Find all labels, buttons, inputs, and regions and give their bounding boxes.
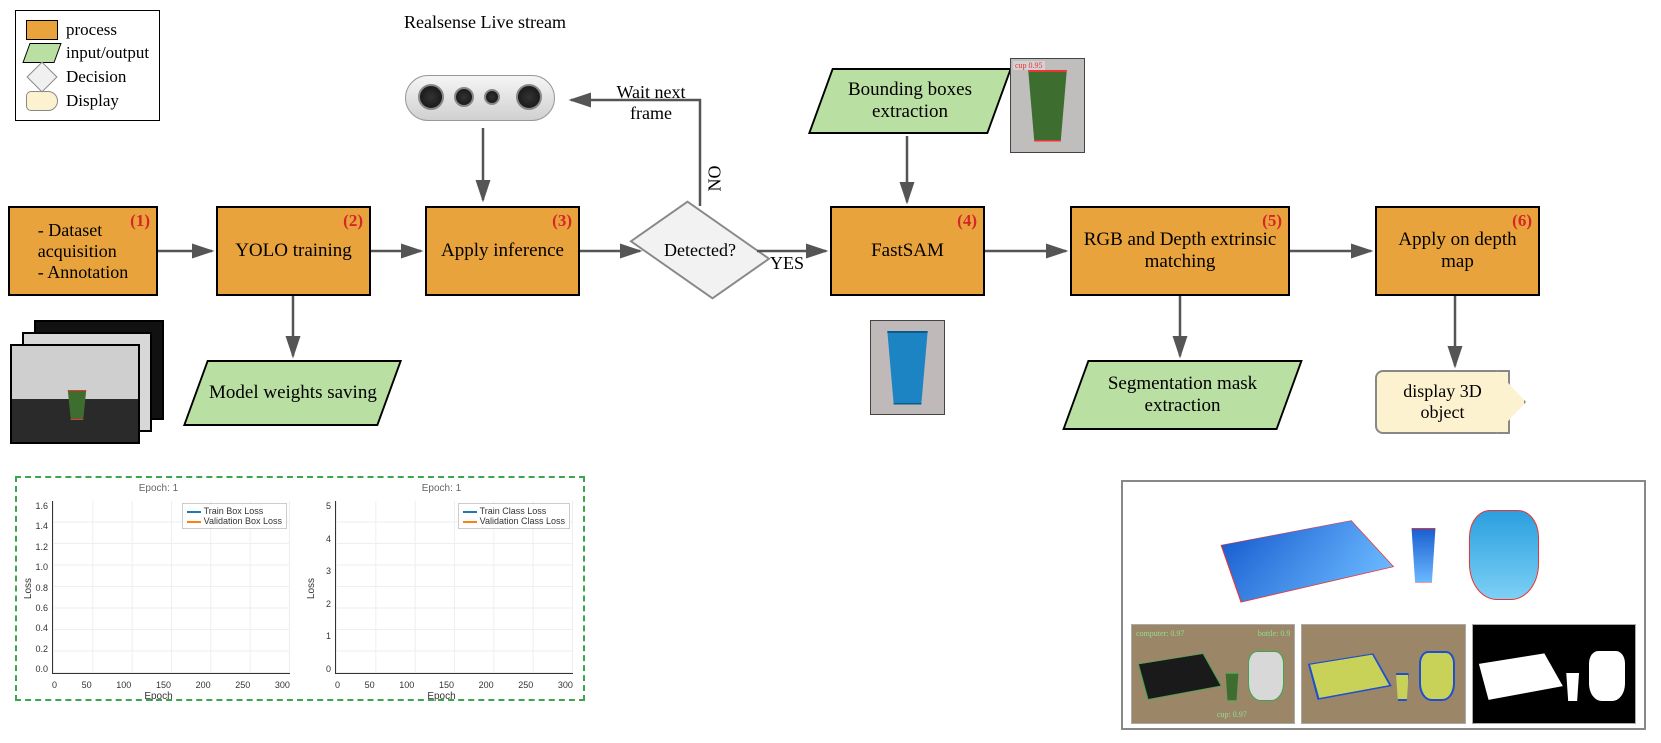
- io-bbox: Bounding boxes extraction: [808, 68, 1012, 134]
- swatch-process: [26, 20, 58, 40]
- legend-decision: Decision: [66, 67, 126, 87]
- loss-chart-class: Epoch: 1 Train Class Loss Validation Cla…: [305, 483, 578, 694]
- process-match: (5) RGB and Depth extrinsic matching: [1070, 206, 1290, 296]
- legend-io: input/output: [66, 43, 149, 63]
- fastsam-thumb: [870, 320, 945, 415]
- swatch-io: [22, 43, 61, 63]
- loss-chart-box: Epoch: 1 Train Box Loss Validation Box L…: [22, 483, 295, 694]
- panel-mask: [1472, 624, 1636, 724]
- step-num-4: (4): [957, 211, 977, 231]
- camera-icon: [405, 75, 560, 125]
- io-weights: Model weights saving: [183, 360, 402, 426]
- process-inference: (3) Apply inference: [425, 206, 580, 296]
- process-fastsam: (4) FastSAM: [830, 206, 985, 296]
- swatch-decision: [26, 61, 57, 92]
- display-3d: display 3D object: [1375, 370, 1510, 434]
- panel-rgb: computer: 0.97 cup: 0.97 bottle: 0.9: [1131, 624, 1295, 724]
- output-preview: computer: 0.97 cup: 0.97 bottle: 0.9: [1121, 480, 1646, 730]
- step-num-6: (6): [1512, 211, 1532, 231]
- decision-detected: Detected?: [640, 210, 760, 290]
- legend-process: process: [66, 20, 117, 40]
- step-num-5: (5): [1262, 211, 1282, 231]
- label-no: NO: [705, 166, 726, 192]
- legend: process input/output Decision Display: [15, 10, 160, 121]
- stream-label: Realsense Live stream: [400, 12, 570, 33]
- process-dataset: (1) - Dataset acquisition - Annotation: [8, 206, 158, 296]
- charts-area: Epoch: 1 Train Box Loss Validation Box L…: [15, 476, 585, 701]
- process-depth: (6) Apply on depth map: [1375, 206, 1540, 296]
- process-yolo: (2) YOLO training: [216, 206, 371, 296]
- swatch-display: [26, 91, 58, 111]
- bbox-thumb: cup 0.95: [1010, 58, 1085, 153]
- label-yes: YES: [770, 253, 804, 274]
- step-num-2: (2): [343, 211, 363, 231]
- legend-display: Display: [66, 91, 119, 111]
- label-wait: Wait next frame: [596, 82, 706, 124]
- step-num-3: (3): [552, 211, 572, 231]
- io-segmask: Segmentation mask extraction: [1062, 360, 1302, 430]
- panel-seg: [1301, 624, 1465, 724]
- step-num-1: (1): [130, 211, 150, 231]
